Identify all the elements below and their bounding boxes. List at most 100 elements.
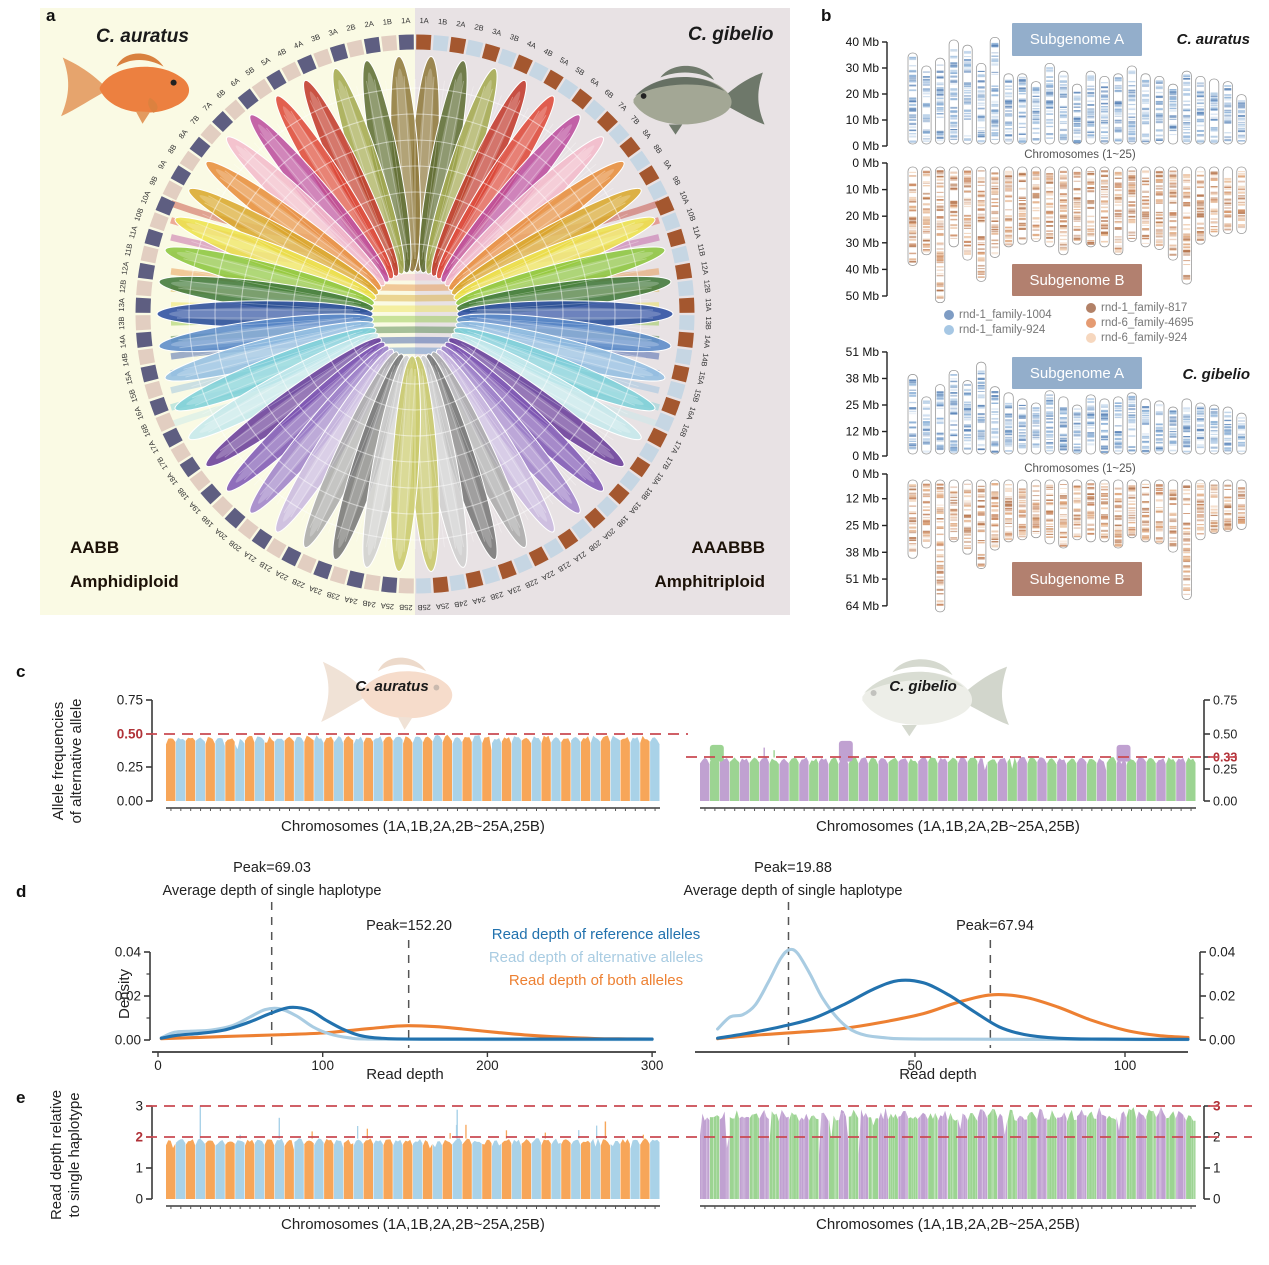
panel-c-left-xlabel: Chromosomes (1A,1B,2A,2B~25A,25B)	[281, 818, 545, 835]
panel-b-letter: b	[821, 6, 832, 25]
svg-text:13A: 13A	[704, 298, 713, 312]
legend-label-family-924b: rnd-6_family-924	[1101, 332, 1188, 344]
panel-e-letter: e	[16, 1088, 26, 1107]
svg-text:10B: 10B	[685, 207, 698, 223]
svg-text:9A: 9A	[661, 158, 673, 170]
svg-text:25A: 25A	[436, 601, 450, 611]
svg-text:300: 300	[641, 1058, 664, 1073]
svg-text:5A: 5A	[558, 55, 570, 67]
pale-carp-image	[862, 659, 1009, 737]
svg-text:3B: 3B	[310, 32, 322, 44]
svg-text:9A: 9A	[156, 158, 168, 170]
panel-d-legend-reference: Read depth of reference alleles	[491, 926, 701, 943]
svg-text:100: 100	[1114, 1058, 1137, 1073]
svg-text:0.75: 0.75	[117, 693, 143, 708]
panel-c-allele-frequency-charts: 0.750.500.250.000.750.500.330.250.00	[117, 693, 1240, 811]
svg-text:23B: 23B	[325, 590, 340, 602]
panel-d-left-xlabel: Read depth	[366, 1066, 444, 1083]
svg-text:51 Mb: 51 Mb	[846, 345, 880, 359]
svg-text:11B: 11B	[123, 243, 135, 257]
svg-text:12 Mb: 12 Mb	[846, 492, 880, 506]
svg-text:0 Mb: 0 Mb	[852, 139, 879, 153]
svg-text:30 Mb: 30 Mb	[846, 61, 880, 75]
ploidy-right-line1: AAABBB	[691, 538, 765, 557]
svg-text:2A: 2A	[456, 19, 466, 29]
panel-c-species-gibelio: C. gibelio	[889, 678, 957, 695]
svg-text:23A: 23A	[308, 584, 324, 597]
svg-text:0.75: 0.75	[1213, 694, 1237, 708]
panel-d-density-charts: 0.04 0.02 0.00 0.04 0.02 0.00 0 100 200 300 50 100	[115, 902, 1236, 1073]
legend-dot-family-1004	[944, 310, 954, 320]
panel-d-left-peak1: Peak=69.03	[233, 860, 311, 876]
subgenome-b-box-gibelio: Subgenome B	[1012, 562, 1142, 596]
legend-label-family-817: rnd-1_family-817	[1101, 302, 1188, 314]
svg-text:25A: 25A	[380, 601, 394, 611]
panel-c-species-auratus: C. auratus	[355, 678, 429, 695]
subgenome-a-box-auratus: Subgenome A	[1012, 23, 1142, 56]
legend-item-family-817: rnd-1_family-817	[1086, 302, 1187, 314]
panel-b-species-auratus: C. auratus	[1176, 31, 1250, 48]
svg-text:20 Mb: 20 Mb	[846, 87, 880, 101]
svg-text:1B: 1B	[382, 17, 392, 27]
svg-text:25 Mb: 25 Mb	[846, 519, 880, 533]
legend-item-family-924b: rnd-6_family-924	[1086, 332, 1187, 344]
svg-text:25 Mb: 25 Mb	[846, 398, 880, 412]
svg-text:50: 50	[907, 1058, 922, 1073]
svg-text:38 Mb: 38 Mb	[846, 371, 880, 385]
svg-text:0 Mb: 0 Mb	[852, 449, 879, 463]
svg-text:40 Mb: 40 Mb	[846, 262, 880, 276]
panel-c-letter: c	[16, 662, 26, 681]
panel-d-right-peak2: Peak=67.94	[956, 918, 1034, 934]
svg-text:25B: 25B	[417, 603, 431, 612]
panel-a-letter: a	[46, 6, 56, 25]
legend-label-family-924a: rnd-1_family-924	[959, 324, 1046, 336]
svg-text:100: 100	[311, 1058, 334, 1073]
svg-text:1: 1	[135, 1161, 143, 1176]
svg-text:4A: 4A	[526, 39, 538, 51]
panel-d-ylabel: Density	[116, 968, 133, 1020]
svg-text:0 Mb: 0 Mb	[852, 156, 879, 170]
legend-item-family-4695: rnd-6_family-4695	[1086, 317, 1194, 329]
svg-text:13A: 13A	[117, 298, 126, 312]
svg-text:64 Mb: 64 Mb	[846, 599, 880, 613]
svg-text:4B: 4B	[542, 46, 554, 58]
svg-text:5B: 5B	[574, 65, 587, 78]
panel-d-legend-alternative: Read depth of alternative alleles	[488, 949, 704, 966]
svg-text:14B: 14B	[120, 353, 131, 368]
svg-text:0.50: 0.50	[1213, 728, 1237, 742]
panel-e-left-xlabel: Chromosomes (1A,1B,2A,2B~25A,25B)	[281, 1216, 545, 1233]
svg-text:16A: 16A	[132, 406, 145, 422]
svg-text:30 Mb: 30 Mb	[846, 236, 880, 250]
svg-text:0.04: 0.04	[115, 945, 142, 960]
svg-text:1A: 1A	[401, 16, 410, 25]
svg-text:0 Mb: 0 Mb	[852, 467, 879, 481]
svg-text:8A: 8A	[641, 128, 654, 141]
svg-text:12 Mb: 12 Mb	[846, 425, 880, 439]
panel-c-ylabel-line2: of alternative allele	[68, 698, 85, 824]
svg-text:15B: 15B	[127, 388, 139, 403]
svg-text:0.00: 0.00	[1213, 795, 1237, 809]
legend-label-family-4695: rnd-6_family-4695	[1101, 317, 1194, 329]
svg-text:9B: 9B	[670, 175, 682, 187]
svg-text:8B: 8B	[166, 143, 179, 156]
svg-text:0.04: 0.04	[1209, 945, 1236, 960]
svg-text:15B: 15B	[691, 388, 703, 403]
legend-item-family-1004: rnd-1_family-1004	[944, 309, 1052, 321]
svg-text:1: 1	[1213, 1161, 1221, 1176]
svg-text:1B: 1B	[438, 17, 448, 27]
svg-text:8A: 8A	[177, 128, 190, 141]
svg-text:6A: 6A	[229, 76, 242, 89]
svg-text:11B: 11B	[696, 243, 708, 257]
subgenome-a-box-gibelio: Subgenome A	[1012, 357, 1142, 389]
svg-text:14A: 14A	[702, 335, 712, 349]
panel-d-right-peak1: Peak=19.88	[754, 860, 832, 876]
panel-b-xlabel-auratus: Chromosomes (1~25)	[1024, 149, 1136, 161]
svg-text:3B: 3B	[509, 32, 521, 44]
svg-text:20 Mb: 20 Mb	[846, 209, 880, 223]
svg-text:0: 0	[1213, 1192, 1221, 1207]
svg-text:5B: 5B	[244, 65, 257, 78]
svg-text:12A: 12A	[120, 261, 131, 276]
legend-dot-family-924a	[944, 325, 954, 335]
panel-b-xlabel-gibelio: Chromosomes (1~25)	[1024, 463, 1136, 475]
